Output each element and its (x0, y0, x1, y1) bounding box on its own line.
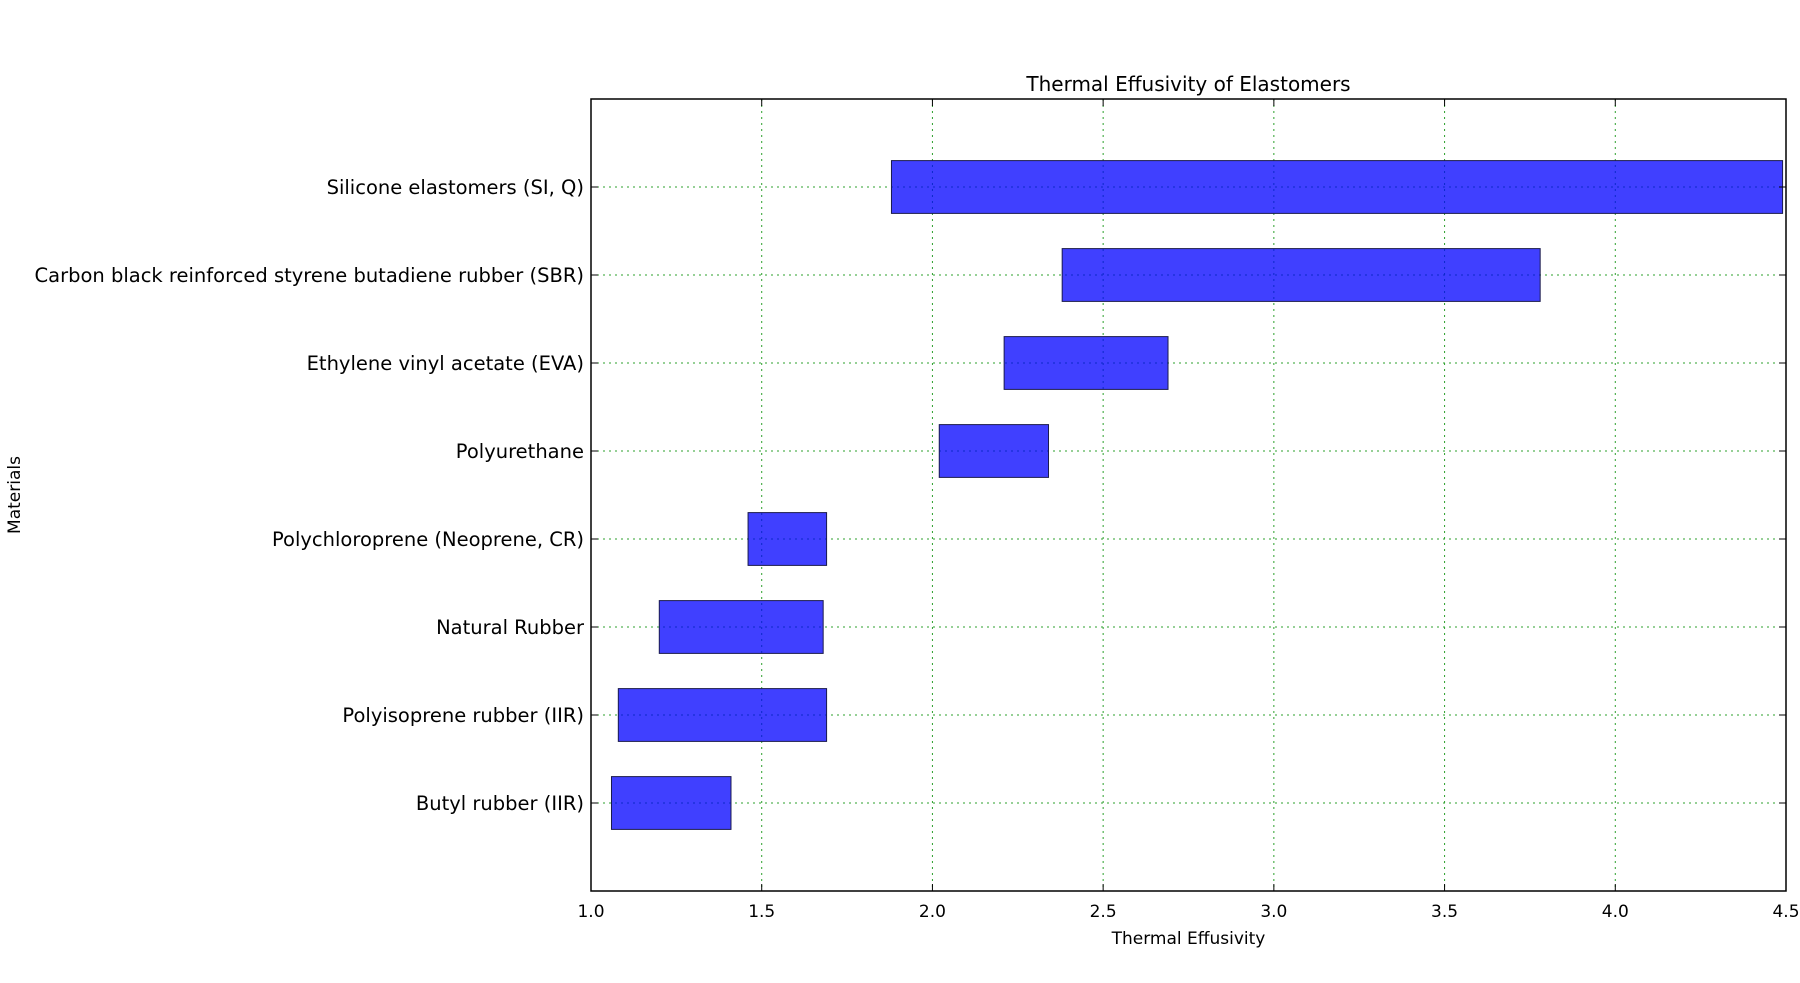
grid-lines (591, 99, 1786, 891)
bar (890, 160, 1784, 214)
chart-title: Thermal Effusivity of Elastomers (1025, 72, 1350, 96)
bars (610, 160, 1784, 830)
x-tick-label: 1.0 (577, 902, 604, 922)
category-label: Polychloroprene (Neoprene, CR) (272, 528, 584, 551)
bar (747, 512, 828, 566)
bar (610, 776, 732, 830)
x-axis-label: Thermal Effusivity (1111, 929, 1266, 949)
x-tick-label: 1.5 (748, 902, 775, 922)
category-label: Butyl rubber (IIR) (416, 792, 584, 815)
category-label: Silicone elastomers (SI, Q) (327, 176, 584, 199)
x-tick-label: 3.0 (1260, 902, 1287, 922)
plot-frame (590, 98, 1787, 892)
x-tick-label: 4.5 (1772, 902, 1799, 922)
bar (658, 600, 824, 654)
y-axis-label: Materials (5, 456, 25, 534)
x-tick-label: 3.5 (1431, 902, 1458, 922)
category-label: Polyisoprene rubber (IIR) (342, 704, 584, 727)
category-label: Ethylene vinyl acetate (EVA) (307, 352, 584, 375)
bar (938, 424, 1050, 478)
x-tick-label: 2.5 (1090, 902, 1117, 922)
bar (1003, 336, 1169, 390)
category-label: Natural Rubber (436, 616, 585, 639)
bar (617, 688, 828, 742)
y-axis-category-labels: Butyl rubber (IIR) Polyisoprene rubber (I… (35, 176, 585, 815)
category-label: Polyurethane (456, 440, 584, 463)
bar (1061, 248, 1541, 302)
x-tick-label: 4.0 (1602, 902, 1629, 922)
x-axis-ticks: 1.0 1.5 2.0 2.5 3.0 3.5 4.0 4.5 (577, 99, 1800, 922)
category-label: Carbon black reinforced styrene butadien… (35, 264, 584, 287)
x-tick-label: 2.0 (919, 902, 946, 922)
